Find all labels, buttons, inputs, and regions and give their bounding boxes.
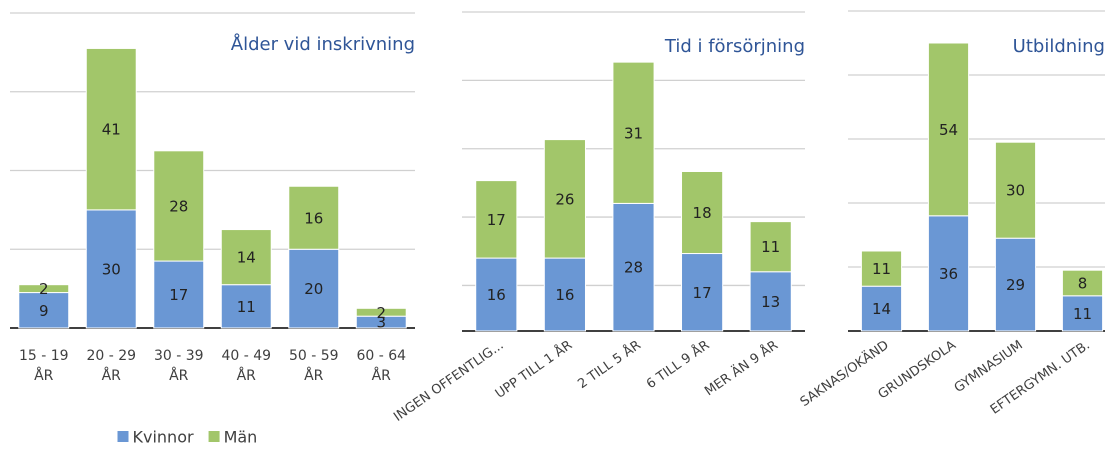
data-label: 30 (102, 260, 121, 278)
bar-segment (1061, 269, 1104, 297)
bar-segment (355, 307, 407, 317)
x-tick-label: UPP TILL 1 ÅR (492, 337, 575, 402)
bar-segment (220, 229, 272, 286)
x-tick-label: 2 TILL 5 ÅR (575, 337, 644, 392)
x-tick-label: 6 TILL 9 ÅR (643, 337, 712, 392)
data-label: 18 (693, 204, 712, 222)
x-tick-label-line: ÅR (102, 367, 122, 384)
bar-segment (153, 150, 205, 262)
data-label: 16 (487, 286, 506, 304)
bar-segment (860, 250, 903, 287)
legend-label: Kvinnor (133, 428, 194, 447)
x-tick-label: 40 - 49 ÅR (221, 348, 271, 384)
x-tick-label-line: 30 - 39 (154, 348, 204, 364)
bar-segment (681, 171, 724, 255)
data-label: 13 (761, 293, 780, 311)
bar-segment (994, 237, 1037, 332)
legend-swatch (208, 431, 220, 442)
legend-swatch (117, 431, 129, 442)
bar-segment (749, 221, 792, 273)
bar-segment (927, 215, 970, 332)
data-label: 14 (872, 300, 891, 318)
data-label: 28 (169, 197, 188, 215)
x-tick-label-line: ÅR (372, 367, 392, 384)
x-tick-label-line: ÅR (304, 367, 324, 384)
bar-segment (475, 180, 518, 259)
data-label: 11 (761, 238, 780, 256)
bar-segment (220, 284, 272, 329)
x-tick-label-line: ÅR (237, 367, 257, 384)
data-label: 30 (1006, 182, 1025, 200)
data-label: 16 (555, 286, 574, 304)
x-tick-label-line: ÅR (34, 367, 54, 384)
data-label: 54 (939, 121, 958, 139)
x-tick-label-line: 40 - 49 (221, 348, 271, 364)
data-label: 3 (376, 314, 386, 332)
data-label: 20 (304, 280, 323, 298)
bar-segment (994, 141, 1037, 239)
data-label: 17 (169, 286, 188, 304)
data-label: 41 (102, 121, 121, 139)
bar-segment (475, 257, 518, 332)
bar-segment (543, 139, 586, 259)
data-label: 31 (624, 124, 643, 142)
x-tick-label: 50 - 59 ÅR (289, 348, 339, 384)
x-tick-label-line: 60 - 64 (356, 348, 406, 364)
data-label: 17 (693, 284, 712, 302)
chart-title: Utbildning (1013, 36, 1105, 57)
x-tick-label: 15 - 19 ÅR (19, 348, 69, 384)
data-label: 11 (872, 260, 891, 278)
bar-segment (153, 260, 205, 329)
bar-segment (612, 61, 655, 204)
x-tick-label-line: 50 - 59 (289, 348, 339, 364)
data-label: 16 (304, 209, 323, 227)
x-tick-label: 20 - 29 ÅR (86, 348, 136, 384)
data-label: 11 (237, 298, 256, 316)
data-label: 36 (939, 265, 958, 283)
data-label: 11 (1073, 305, 1092, 323)
x-tick-label: 60 - 64 ÅR (356, 348, 406, 384)
x-tick-label-line: 15 - 19 (19, 348, 69, 364)
data-label: 17 (487, 211, 506, 229)
legend-label: Män (224, 428, 258, 447)
chart-title: Ålder vid inskrivning (231, 33, 415, 55)
chart-title: Tid i försörjning (664, 36, 805, 57)
bar-segment (543, 257, 586, 332)
x-tick-label: 30 - 39 ÅR (154, 348, 204, 384)
x-tick-label-line: 20 - 29 (86, 348, 136, 364)
bar-segment (288, 185, 340, 250)
bar-segment (85, 47, 137, 211)
bar-segment (18, 292, 70, 329)
x-tick-label: INGEN OFFENTLIG... (391, 338, 506, 425)
x-tick-label-line: ÅR (169, 367, 189, 384)
data-label: 28 (624, 259, 643, 277)
x-tick-label: MER ÄN 9 ÅR (702, 337, 781, 399)
data-label: 29 (1006, 276, 1025, 294)
data-label: 26 (555, 190, 574, 208)
bar-segment (18, 284, 70, 294)
x-tick-label: SAKNAS/OKÄND (797, 337, 892, 410)
data-label: 2 (376, 304, 386, 322)
bar-segment (681, 253, 724, 332)
bar-segment (85, 209, 137, 329)
bar-segment (612, 202, 655, 332)
bar-segment (749, 271, 792, 332)
data-label: 14 (237, 249, 256, 267)
data-label: 8 (1078, 275, 1088, 293)
bar-segment (927, 42, 970, 217)
data-label: 2 (39, 280, 49, 298)
data-label: 9 (39, 302, 49, 320)
